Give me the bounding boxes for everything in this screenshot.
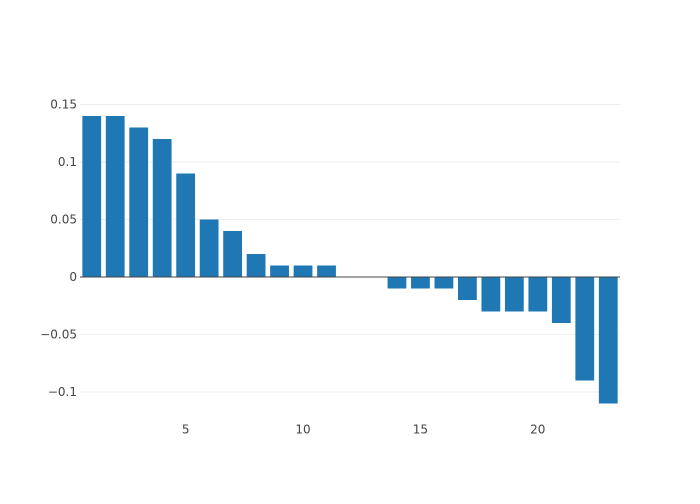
bar-layer — [82, 116, 618, 404]
bar — [387, 277, 407, 289]
bar — [411, 277, 430, 289]
bar — [481, 277, 501, 312]
bar — [82, 116, 102, 277]
x-tick-label: 15 — [413, 423, 428, 437]
x-axis-tick-labels: 5 10 15 20 — [182, 423, 546, 437]
bar — [598, 277, 618, 404]
bar — [246, 254, 266, 277]
bar — [434, 277, 454, 289]
y-tick-label: 0.15 — [50, 98, 77, 112]
bar — [458, 277, 477, 300]
x-tick-label: 5 — [182, 423, 190, 437]
bar — [199, 219, 219, 277]
bar — [293, 265, 313, 277]
bar — [504, 277, 524, 312]
bar — [317, 265, 336, 277]
y-tick-label: 0 — [69, 270, 77, 284]
bar — [176, 173, 196, 277]
y-axis-tick-labels: −0.1 −0.05 0 0.05 0.1 0.15 — [40, 98, 77, 400]
y-tick-label: 0.05 — [50, 213, 77, 227]
bar — [575, 277, 595, 381]
bar — [270, 265, 289, 277]
y-tick-label: 0.1 — [58, 155, 77, 169]
y-tick-label: −0.05 — [40, 328, 77, 342]
x-tick-label: 10 — [295, 423, 310, 437]
bar — [129, 127, 149, 277]
bar — [105, 116, 125, 277]
bar — [528, 277, 548, 312]
x-tick-label: 20 — [530, 423, 545, 437]
y-tick-label: −0.1 — [48, 385, 77, 399]
bar — [223, 231, 242, 277]
bar — [551, 277, 571, 323]
bar — [152, 139, 172, 277]
